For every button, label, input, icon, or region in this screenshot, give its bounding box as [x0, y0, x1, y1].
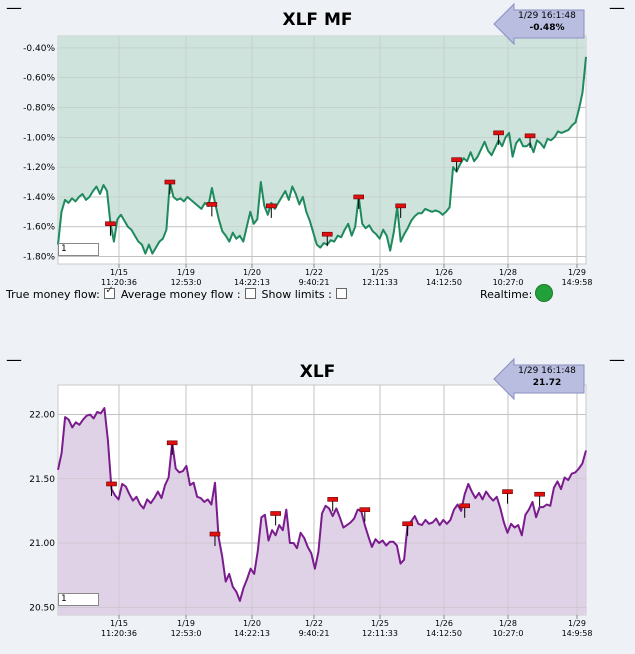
x-tick-label: 14:22:13 [234, 629, 270, 638]
show-limits-label: Show limits : [261, 288, 332, 301]
y-tick-label: -1.40% [23, 193, 55, 203]
tooltip-value: -0.48% [529, 23, 565, 33]
x-tick-label: 1/20 [243, 619, 261, 628]
series-area [58, 408, 586, 615]
event-marker [353, 194, 365, 200]
period-input[interactable]: 1 [58, 593, 99, 606]
x-tick-label: 10:27:0 [493, 278, 524, 287]
y-tick-label: 22.00 [29, 411, 55, 421]
average-money-flow-checkbox[interactable] [245, 288, 257, 299]
event-marker [166, 440, 178, 446]
x-tick-label: 1/25 [371, 619, 389, 628]
event-marker [502, 489, 513, 494]
series-area [58, 36, 586, 254]
true-money-flow-checkbox[interactable] [104, 285, 116, 299]
x-tick-label: 14:12:50 [426, 278, 462, 287]
event-marker [451, 157, 462, 162]
x-tick-label: 1/15 [110, 268, 128, 277]
event-marker [270, 511, 281, 516]
x-tick-label: 1/19 [177, 268, 195, 277]
average-money-flow-label: Average money flow : [120, 288, 241, 301]
true-money-flow-label: True money flow: [6, 288, 100, 301]
x-tick-label: 14:9:58 [562, 629, 593, 638]
tooltip-value: 21.72 [532, 378, 562, 388]
event-marker [493, 130, 504, 136]
show-limits-checkbox[interactable] [336, 288, 348, 299]
money-flow-panel: — — XLF MF -0.40% -0.60% -0.80% -1.00% -1.20… [0, 0, 635, 305]
x-tick-label: 10:27:0 [493, 629, 524, 638]
x-tick-label: 14:12:50 [426, 629, 462, 638]
x-tick-label: 12:11:33 [362, 278, 398, 287]
y-tick-label: -0.60% [23, 74, 55, 84]
event-marker [459, 503, 471, 509]
price-panel: — — XLF 22.00 21.50 21.00 20.50 1/15 11:20:36… [0, 352, 635, 654]
tooltip-arrow-icon [493, 357, 585, 401]
x-tick-label: 1/26 [435, 268, 453, 277]
event-marker [164, 179, 176, 185]
chart-title: XLF MF [282, 10, 353, 30]
x-tick-label: 12:53:0 [171, 278, 202, 287]
tooltip-time: 1/29 16:1:48 [518, 11, 576, 21]
y-tick-label: -0.40% [23, 44, 55, 54]
event-marker [359, 507, 371, 512]
y-tick-label: 20.50 [29, 603, 55, 613]
x-tick-label: 1/28 [499, 268, 517, 277]
minimize-icon[interactable]: — [6, 0, 22, 17]
x-tick-label: 12:11:33 [362, 629, 398, 638]
x-tick-label: 14:9:58 [562, 278, 593, 287]
y-tick-label: -1.60% [23, 223, 55, 233]
period-input[interactable]: 1 [58, 243, 99, 256]
x-tick-label: 9:40:21 [299, 629, 330, 638]
value-tooltip: 1/29 16:1:48 21.72 [493, 357, 585, 401]
money-flow-controls: True money flow: Average money flow : Sh… [6, 285, 349, 301]
money-flow-chart: -0.40% -0.60% -0.80% -1.00% -1.20% -1.40% -1.6… [23, 35, 593, 287]
event-marker [524, 133, 536, 139]
y-tick-label: 21.00 [29, 539, 55, 549]
x-tick-label: 12:53:0 [171, 629, 202, 638]
y-tick-label: -0.80% [23, 104, 55, 114]
realtime-label: Realtime: [480, 288, 533, 301]
y-tick-label: -1.00% [23, 133, 55, 143]
x-tick-label: 1/19 [177, 619, 195, 628]
y-tick-label: 21.50 [29, 475, 55, 485]
x-tick-label: 11:20:36 [101, 629, 137, 638]
x-tick-label: 1/26 [435, 619, 453, 628]
event-marker [395, 203, 406, 209]
realtime-status-icon[interactable] [535, 284, 553, 302]
event-marker [327, 497, 339, 502]
minimize-icon[interactable]: — [6, 350, 22, 369]
event-marker [534, 491, 545, 497]
chart-title: XLF [299, 362, 336, 382]
y-tick-label: -1.20% [23, 163, 55, 173]
x-tick-label: 1/29 [568, 619, 586, 628]
x-tick-label: 14:22:13 [234, 278, 270, 287]
event-marker [402, 521, 413, 527]
y-tick-label: -1.80% [23, 253, 55, 263]
x-tick-label: 11:20:36 [101, 278, 137, 287]
x-tick-label: 9:40:21 [299, 278, 330, 287]
event-marker [321, 231, 333, 237]
tooltip-time: 1/29 16:1:48 [518, 366, 576, 376]
x-tick-label: 1/25 [371, 268, 389, 277]
tooltip-arrow-icon [493, 2, 585, 46]
event-marker [105, 221, 116, 227]
x-tick-label: 1/15 [110, 619, 128, 628]
event-marker [265, 203, 277, 209]
x-tick-label: 1/22 [305, 268, 323, 277]
series-line [57, 407, 587, 602]
event-marker [209, 531, 221, 537]
value-tooltip: 1/29 16:1:48 -0.48% [493, 2, 585, 46]
x-tick-label: 1/28 [499, 619, 517, 628]
minimize-icon[interactable]: — [609, 0, 625, 17]
minimize-icon[interactable]: — [609, 350, 625, 369]
x-tick-label: 1/22 [305, 619, 323, 628]
series-line [57, 56, 587, 255]
event-marker [106, 481, 117, 487]
event-marker [206, 202, 218, 207]
x-tick-label: 1/20 [243, 268, 261, 277]
x-tick-label: 1/29 [568, 268, 586, 277]
